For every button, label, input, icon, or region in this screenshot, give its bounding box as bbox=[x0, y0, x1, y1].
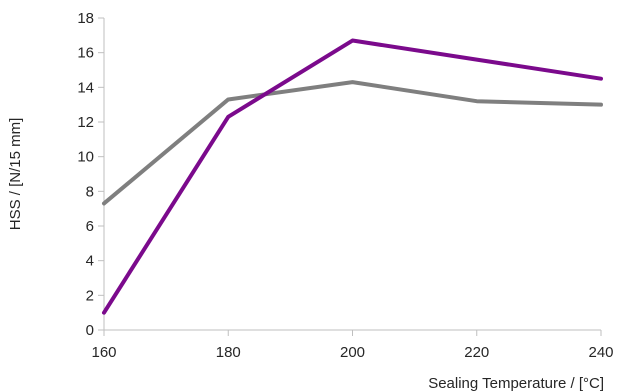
x-axis-title: Sealing Temperature / [°C] bbox=[428, 375, 604, 392]
x-ticks: 160 180 200 220 240 bbox=[91, 330, 614, 361]
y-tick-label: 2 bbox=[86, 287, 94, 304]
y-tick-label: 6 bbox=[86, 218, 94, 235]
x-tick-label: 240 bbox=[588, 344, 613, 361]
series-line-2 bbox=[102, 38, 603, 315]
axes bbox=[103, 18, 601, 331]
y-ticks: 0 2 4 6 8 10 12 14 16 18 bbox=[77, 10, 104, 339]
y-tick-label: 8 bbox=[86, 183, 94, 200]
y-tick-label: 0 bbox=[86, 322, 94, 339]
series-line-1 bbox=[102, 80, 603, 206]
y-tick-label: 10 bbox=[77, 149, 94, 166]
y-tick-label: 16 bbox=[77, 45, 94, 62]
x-tick-label: 200 bbox=[340, 344, 365, 361]
y-tick-label: 18 bbox=[77, 10, 94, 27]
x-tick-label: 180 bbox=[216, 344, 241, 361]
y-tick-label: 4 bbox=[86, 253, 94, 270]
x-tick-label: 160 bbox=[91, 344, 116, 361]
y-tick-label: 14 bbox=[77, 79, 94, 96]
x-tick-label: 220 bbox=[464, 344, 489, 361]
y-tick-label: 12 bbox=[77, 114, 94, 131]
series-layer bbox=[102, 38, 603, 315]
y-axis-title: HSS / [N/15 mm] bbox=[7, 118, 24, 231]
